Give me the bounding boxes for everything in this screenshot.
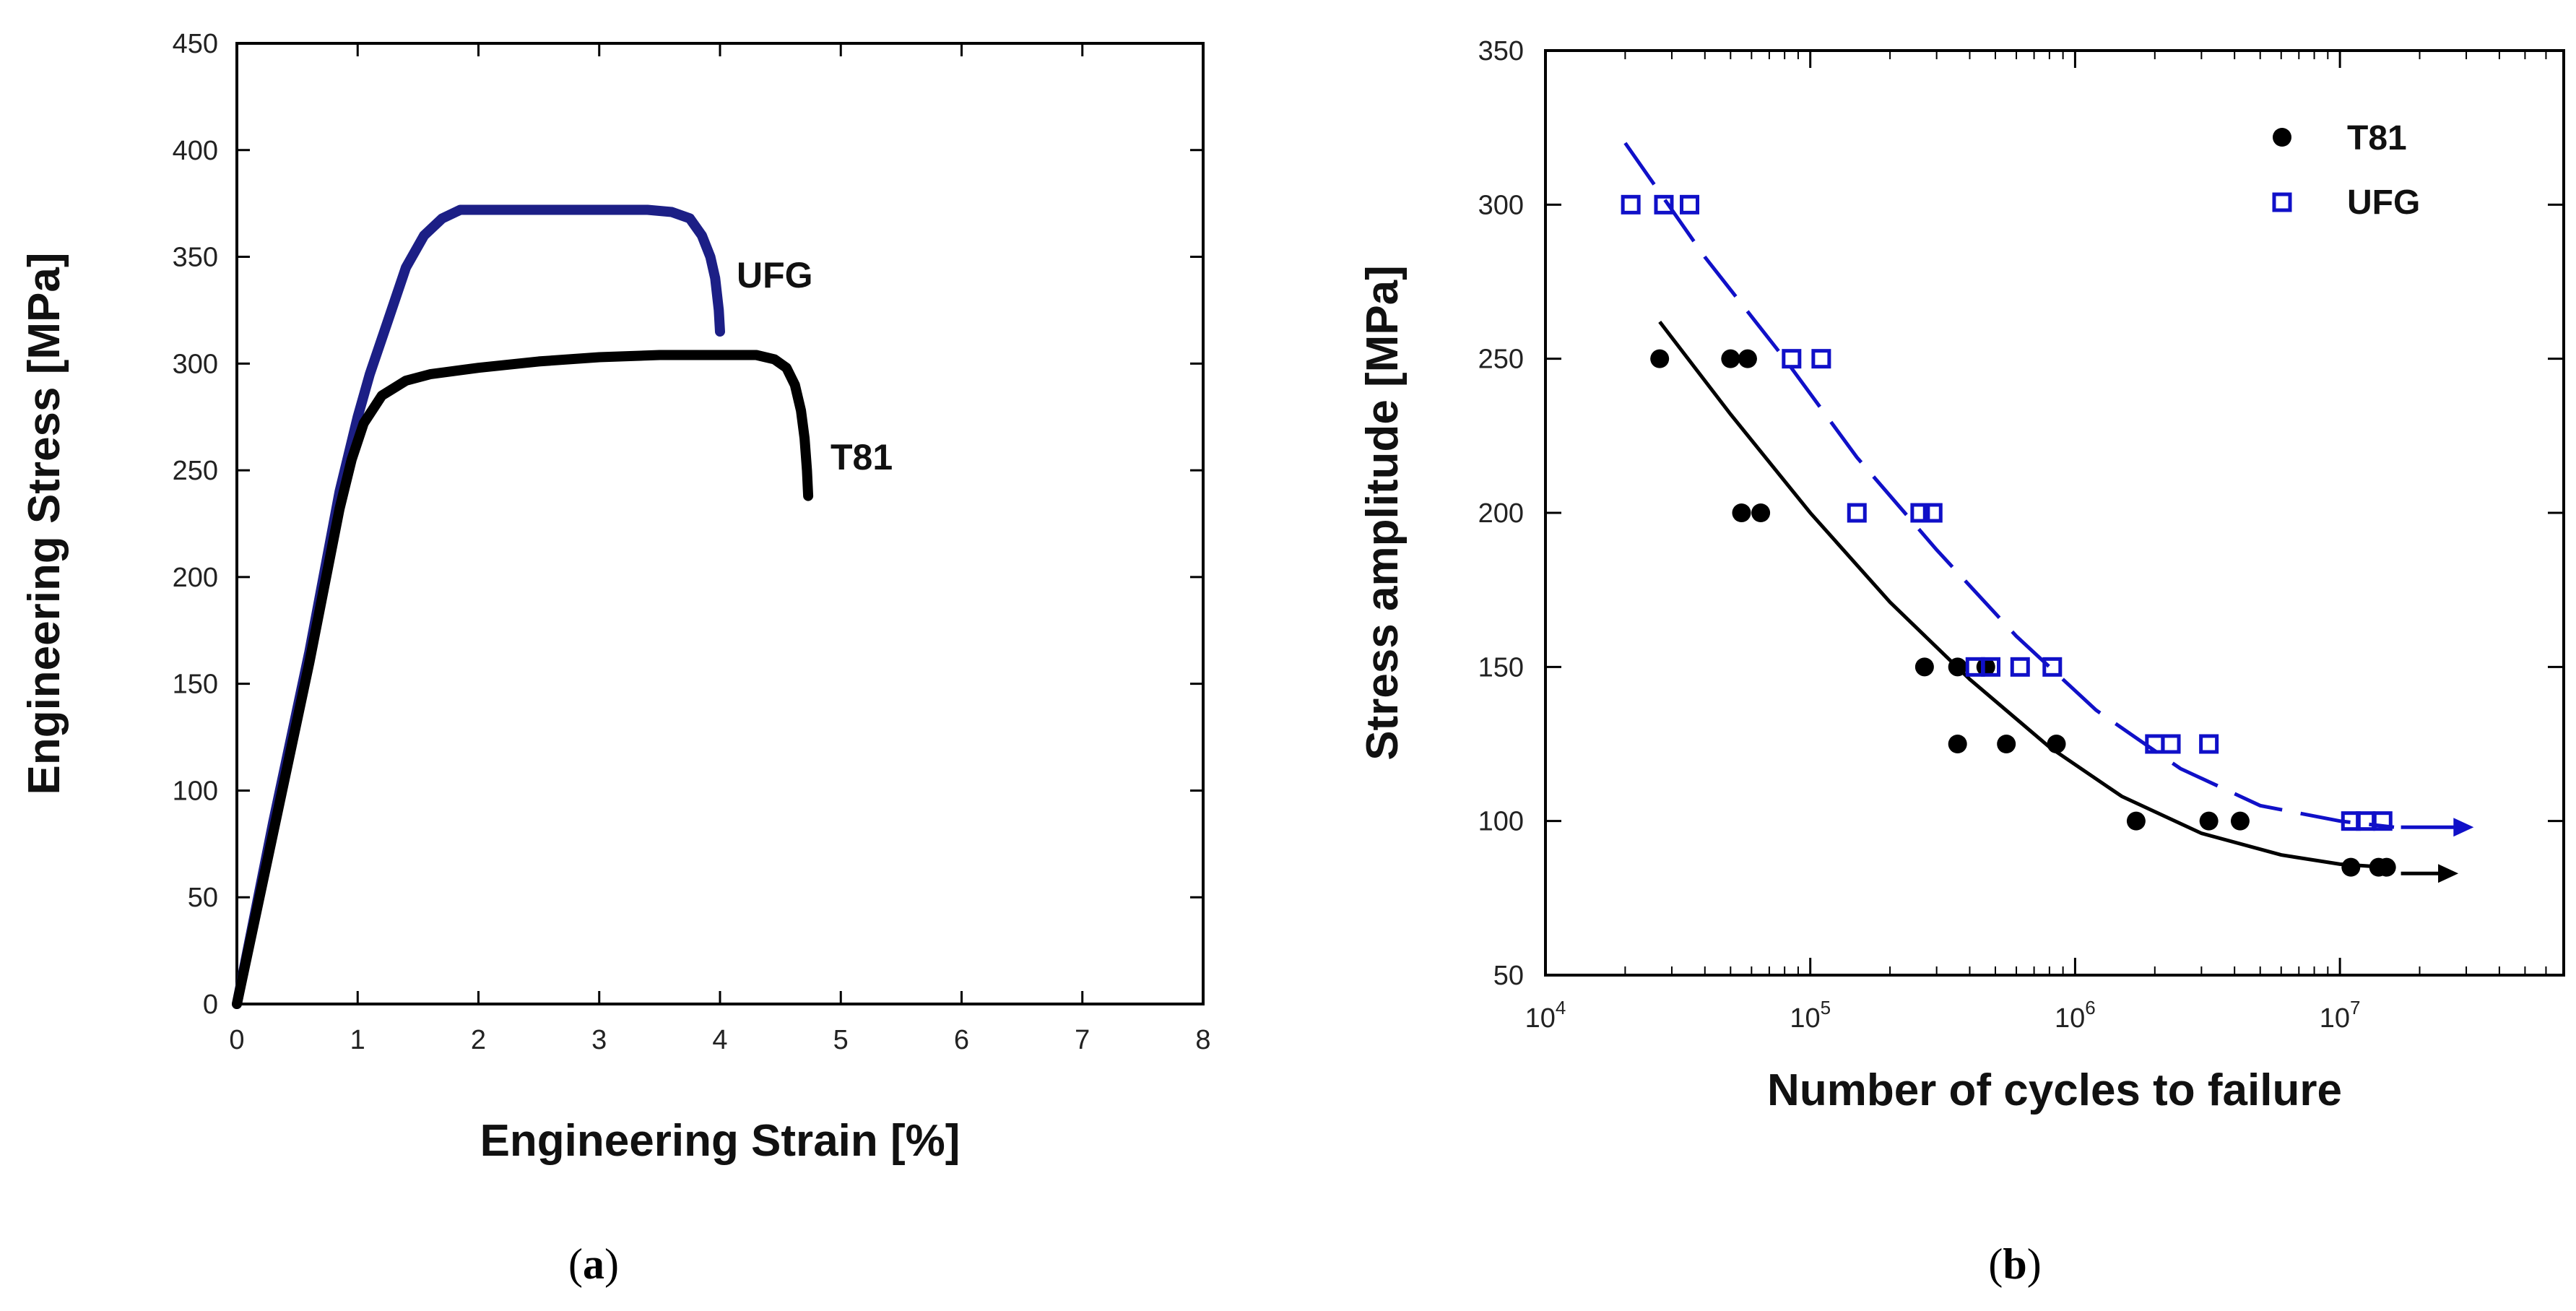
x-axis-title: Engineering Strain [%] [480, 1116, 960, 1166]
y-tick-label: 200 [1478, 498, 1524, 529]
y-tick-label: 450 [173, 29, 218, 59]
panel-b-fatigue-chart: 50 100 150 200 250 300 350 104 105 106 107 T81 UF… [1358, 36, 2565, 1288]
y-tick-label: 300 [1478, 190, 1524, 220]
y-tick-label: 150 [1478, 652, 1524, 683]
y-tick-label: 100 [173, 776, 218, 806]
x-tick-label: 5 [833, 1025, 849, 1055]
y-tick-labels: 0 50 100 150 200 250 300 350 400 450 [173, 29, 218, 1020]
x-tick-label: 4 [712, 1025, 727, 1055]
y-tick-label: 250 [1478, 345, 1524, 375]
x-axis-title: Number of cycles to failure [1767, 1065, 2342, 1115]
y-tick-label: 100 [1478, 807, 1524, 837]
legend-label-ufg: UFG [2347, 183, 2420, 222]
data-point-t81 [1721, 349, 1740, 368]
data-point-ufg [2010, 657, 2030, 677]
x-tick-label: 106 [2055, 997, 2096, 1034]
y-tick-label: 0 [203, 990, 218, 1020]
y-tick-label: 300 [173, 349, 218, 379]
data-point-t81 [2341, 857, 2361, 877]
x-tick-label: 3 [591, 1025, 607, 1055]
x-tick-label: 2 [471, 1025, 486, 1055]
x-tick-label: 107 [2320, 997, 2361, 1034]
data-point-ufg [1847, 503, 1867, 523]
legend-marker-t81 [2273, 128, 2291, 147]
data-point-ufg [2161, 734, 2181, 754]
data-point-ufg [1782, 349, 1802, 369]
y-tick-labels: 50 100 150 200 250 300 350 [1478, 36, 1524, 991]
data-point-t81 [1914, 657, 1934, 677]
data-point-t81 [2199, 811, 2219, 831]
data-point-ufg [1654, 194, 1674, 215]
runout-arrowhead-ufg [2453, 818, 2474, 837]
data-point-t81 [1732, 503, 1751, 522]
data-point-ufg [1922, 503, 1943, 523]
x-tick-label: 0 [229, 1025, 244, 1055]
x-tick-label: 7 [1075, 1025, 1090, 1055]
y-tick-label: 400 [173, 136, 218, 166]
y-tick-label: 200 [173, 563, 218, 593]
caption-b: (b) [1988, 1240, 2041, 1288]
data-point-t81 [1650, 349, 1670, 368]
series-line-t81 [232, 350, 814, 1009]
curve-label-t81: T81 [831, 437, 893, 477]
data-point-ufg [1621, 194, 1641, 215]
x-tick-labels: 0 1 2 3 4 5 6 7 8 [229, 1025, 1210, 1055]
legend: T81 UFG [2272, 119, 2420, 222]
panel-a-tensile-chart: 0 50 100 150 200 250 300 350 400 450 0 1 2 3 4 5 6 7 8 UF… [19, 29, 1211, 1288]
data-point-t81 [2230, 811, 2250, 831]
data-point-t81 [2377, 857, 2396, 877]
x-tick-label: 105 [1790, 997, 1831, 1034]
data-point-ufg [1981, 657, 2001, 677]
data-point-t81 [1738, 349, 1757, 368]
data-point-ufg [2199, 734, 2219, 754]
x-tick-label: 6 [954, 1025, 969, 1055]
y-tick-label: 350 [1478, 36, 1524, 66]
tick-marks [1544, 49, 2564, 977]
caption-a: (a) [568, 1240, 619, 1288]
data-point-ufg [1910, 503, 1930, 523]
legend-marker-ufg [2272, 192, 2292, 212]
tick-marks [235, 42, 1205, 1005]
y-tick-label: 150 [173, 670, 218, 700]
series-line-ufg [232, 204, 725, 1009]
series-lines [232, 204, 814, 1009]
y-tick-label: 250 [173, 456, 218, 486]
data-point-t81 [2126, 811, 2146, 831]
data-point-t81 [1751, 503, 1771, 522]
y-tick-label: 50 [188, 883, 218, 913]
plot-area-frame [235, 42, 1205, 1005]
fit-line-ufg [1623, 142, 2395, 829]
data-point-t81 [1997, 735, 2016, 753]
curve-label-ufg: UFG [737, 255, 813, 295]
legend-label-t81: T81 [2347, 119, 2407, 157]
data-point-ufg [1680, 194, 1700, 215]
data-points [1621, 194, 2396, 877]
x-tick-label: 8 [1195, 1025, 1210, 1055]
x-tick-label: 1 [350, 1025, 365, 1055]
data-point-ufg [1811, 349, 1831, 369]
y-tick-label: 50 [1493, 961, 1524, 991]
data-point-ufg [2042, 657, 2063, 677]
data-point-t81 [1948, 657, 1967, 677]
x-tick-label: 104 [1525, 997, 1566, 1034]
y-axis-title: Stress amplitude [MPa] [1358, 265, 1408, 761]
data-point-t81 [1948, 735, 1967, 753]
x-tick-labels: 104 105 106 107 [1525, 997, 2361, 1034]
y-axis-title: Engineering Stress [MPa] [19, 252, 69, 795]
y-tick-label: 350 [173, 243, 218, 273]
data-point-ufg [2372, 811, 2393, 831]
runout-arrowhead-t81 [2438, 864, 2459, 883]
data-point-t81 [2047, 735, 2066, 753]
fit-line-t81 [1658, 320, 2387, 870]
